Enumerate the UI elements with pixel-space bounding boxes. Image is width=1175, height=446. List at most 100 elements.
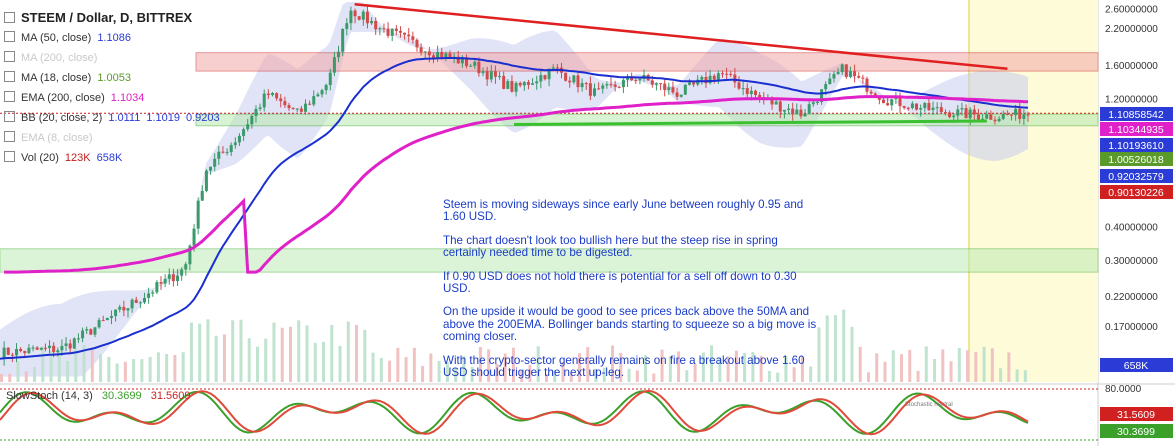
candle-body <box>931 107 935 111</box>
candle-body <box>564 72 568 81</box>
candle-body <box>242 129 246 136</box>
volume-bar <box>214 335 218 382</box>
candle-body <box>551 67 555 69</box>
collapse-icon[interactable] <box>4 12 15 23</box>
candle-body <box>246 124 250 130</box>
volume-bar <box>74 348 78 382</box>
volume-bar <box>842 309 846 382</box>
candle-body <box>209 166 213 171</box>
volume-bar <box>726 356 730 382</box>
legend-indicator-row[interactable]: Vol (20) 123K 658K <box>4 148 220 168</box>
candle-body <box>64 343 68 346</box>
volume-bar <box>222 334 226 382</box>
candle-body <box>791 108 795 115</box>
candle-body <box>328 72 332 85</box>
oscillator-title: SlowStoch (14, 3) <box>6 390 93 402</box>
candle-body <box>510 81 514 92</box>
candle-body <box>312 96 316 105</box>
volume-bar <box>982 346 986 382</box>
candle-body <box>423 51 427 53</box>
legend-indicator-row[interactable]: EMA (200, close) 1.1034 <box>4 88 220 108</box>
candle-body <box>547 68 551 80</box>
indicator-toggle-icon[interactable] <box>4 151 15 162</box>
volume-bar <box>602 367 606 382</box>
analysis-paragraph: The chart doesn't look too bullish here … <box>443 233 778 260</box>
indicator-toggle-icon[interactable] <box>4 131 15 142</box>
legend-indicator-row[interactable]: EMA (8, close) <box>4 128 220 148</box>
volume-bar <box>66 360 70 382</box>
candle-body <box>882 99 886 104</box>
candle-body <box>398 30 402 33</box>
candle-body <box>898 96 902 107</box>
ema200-line <box>4 95 1029 274</box>
volume-bar <box>148 356 152 382</box>
candle-body <box>848 71 852 77</box>
indicator-toggle-icon[interactable] <box>4 71 15 82</box>
volume-bar <box>8 373 12 382</box>
candle-body <box>770 98 774 105</box>
candle-body <box>76 338 80 340</box>
candle-body <box>526 82 530 85</box>
candle-body <box>865 78 869 92</box>
volume-bar <box>470 367 474 382</box>
legend-indicator-row[interactable]: MA (200, close) <box>4 48 220 68</box>
volume-bar <box>189 322 193 382</box>
candle-body <box>754 90 758 96</box>
candle-body <box>419 47 423 53</box>
candle-body <box>114 309 118 317</box>
legend-indicator-row[interactable]: MA (50, close) 1.1086 <box>4 28 220 48</box>
candle-body <box>976 114 980 120</box>
volume-bar <box>140 359 144 382</box>
volume-bar <box>272 322 276 382</box>
candle-body <box>279 98 283 102</box>
candle-body <box>390 28 394 36</box>
volume-bar <box>627 368 631 382</box>
indicator-toggle-icon[interactable] <box>4 51 15 62</box>
volume-bar <box>305 325 309 382</box>
candle-body <box>48 345 52 349</box>
volume-bar <box>396 347 400 382</box>
candle-body <box>97 320 101 328</box>
candle-body <box>151 292 155 294</box>
candle-body <box>832 74 836 79</box>
indicator-value: 1.1086 <box>97 32 131 44</box>
stoch-d-value: 31.5609 <box>150 390 191 402</box>
candle-body <box>654 83 658 85</box>
candle-body <box>910 103 914 109</box>
volume-bar <box>429 353 433 382</box>
volume-bar <box>685 370 689 382</box>
candle-body <box>708 75 712 84</box>
volume-bar <box>297 320 301 382</box>
candle-body <box>287 105 291 109</box>
volume-bar <box>264 338 268 382</box>
legend-indicator-row[interactable]: MA (18, close) 1.0053 <box>4 68 220 88</box>
candle-body <box>737 82 741 89</box>
candle-body <box>465 57 469 67</box>
price-axis-tick: 0.40000000 <box>1105 222 1158 233</box>
volume-bar <box>115 363 119 382</box>
candle-body <box>204 170 208 191</box>
candle-body <box>692 82 696 85</box>
price-tag <box>1100 138 1173 152</box>
indicator-value: 1.1034 <box>110 92 145 104</box>
candle-body <box>320 90 324 95</box>
candle-body <box>85 329 89 331</box>
price-axis-tick: 0.22000000 <box>1105 292 1158 303</box>
indicator-toggle-icon[interactable] <box>4 31 15 42</box>
candle-body <box>481 71 485 74</box>
candle-body <box>316 94 320 97</box>
candle-body <box>2 347 6 359</box>
oscillator-tag <box>1100 424 1173 438</box>
candle-body <box>134 299 138 303</box>
candle-body <box>729 73 733 75</box>
volume-bar <box>338 345 342 382</box>
indicator-toggle-icon[interactable] <box>4 111 15 122</box>
indicator-toggle-icon[interactable] <box>4 91 15 102</box>
legend-indicator-row[interactable]: BB (20, close, 2) 1.0111 1.1019 0.9203 <box>4 108 220 128</box>
candle-body <box>345 23 349 29</box>
candle-body <box>522 82 526 86</box>
candle-body <box>225 152 229 154</box>
candle-body <box>217 151 221 159</box>
candle-body <box>960 108 964 110</box>
